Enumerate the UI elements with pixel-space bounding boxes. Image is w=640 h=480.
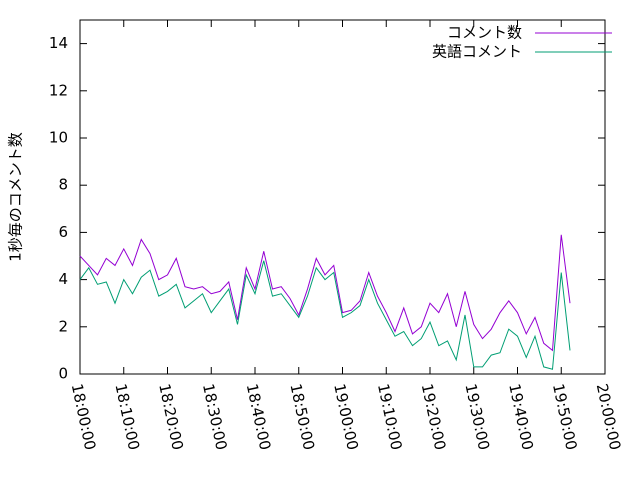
y-tick-label: 4: [58, 270, 68, 288]
x-tick-label: 18:10:00: [111, 382, 143, 452]
x-tick-label: 18:30:00: [199, 382, 231, 452]
y-tick-label: 8: [58, 176, 68, 194]
x-tick-label: 19:40:00: [505, 382, 537, 452]
series-line: [79, 234, 571, 352]
y-axis-label: 1秒毎のコメント数: [7, 132, 25, 262]
x-tick-label: 20:00:00: [593, 382, 625, 452]
plot-frame: [79, 19, 606, 375]
x-tick-label: 19:10:00: [374, 382, 406, 452]
y-tick-label: 0: [58, 365, 68, 383]
x-tick-label: 18:20:00: [155, 382, 187, 452]
x-tick-label: 19:30:00: [461, 382, 493, 452]
x-tick-label: 18:50:00: [286, 382, 318, 452]
x-tick-label: 19:50:00: [549, 382, 581, 452]
y-tick-label: 2: [58, 317, 68, 335]
legend-label: 英語コメント: [432, 43, 522, 61]
y-tick-label: 14: [49, 34, 68, 52]
legend-label: コメント数: [447, 24, 522, 42]
x-tick-label: 18:00:00: [68, 382, 100, 452]
x-tick-label: 18:40:00: [243, 382, 275, 452]
y-tick-label: 6: [58, 223, 68, 241]
x-tick-label: 19:00:00: [330, 382, 362, 452]
x-tick-label: 19:20:00: [418, 382, 450, 452]
series-line: [79, 260, 571, 370]
y-tick-label: 10: [49, 129, 68, 147]
y-tick-label: 12: [49, 81, 68, 99]
